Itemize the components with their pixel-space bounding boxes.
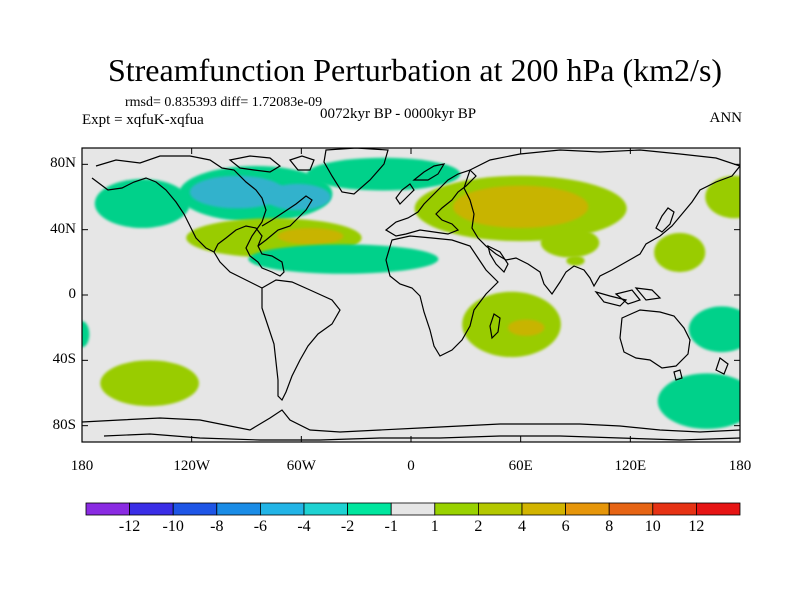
- anomaly-region-9: [453, 185, 589, 229]
- anomaly-region-19: [82, 321, 90, 348]
- y-tick-label-3: 40S: [52, 351, 76, 368]
- anomaly-regions: [82, 157, 740, 429]
- colorbar-swatch-1: [129, 502, 174, 516]
- y-tick-label-4: 80S: [52, 416, 76, 433]
- anomaly-region-11: [705, 175, 740, 219]
- colorbar-swatch-11: [565, 502, 610, 516]
- colorbar-label-3: -6: [253, 518, 268, 535]
- stats-label: rmsd= 0.835393 diff= 1.72083e-09: [125, 95, 323, 110]
- anomaly-region-14: [507, 319, 545, 336]
- anomaly-region-6: [277, 228, 344, 245]
- colorbar-label-11: 8: [605, 518, 614, 535]
- anomaly-region-17: [657, 373, 740, 429]
- anomaly-region-7: [248, 244, 439, 274]
- colorbar-label-13: 12: [688, 518, 705, 535]
- colorbar-label-12: 10: [644, 518, 661, 535]
- x-tick-label-1: 120W: [173, 458, 210, 474]
- anomaly-region-3: [189, 175, 285, 209]
- colorbar-swatch-13: [652, 502, 697, 516]
- x-tick-label-3: 0: [407, 458, 415, 474]
- map-ticks: [81, 148, 741, 442]
- anomaly-region-12: [654, 232, 706, 273]
- period-label: 0072kyr BP - 0000kyr BP: [320, 106, 477, 122]
- anomaly-region-0: [94, 179, 190, 229]
- colorbar-label-0: -12: [118, 518, 141, 535]
- colorbar-swatch-4: [259, 502, 305, 516]
- colorbar-swatch-5: [303, 502, 348, 516]
- colorbar-swatch-2: [172, 502, 218, 516]
- colorbar: [85, 502, 741, 516]
- colorbar-swatch-10: [521, 502, 566, 516]
- colorbar-label-6: -1: [384, 518, 398, 535]
- plot-title: Streamfunction Perturbation at 200 hPa (…: [107, 52, 723, 88]
- anomaly-region-10: [540, 228, 600, 258]
- colorbar-label-10: 6: [561, 518, 570, 535]
- colorbar-swatch-3: [216, 502, 261, 516]
- colorbar-label-2: -8: [210, 518, 224, 535]
- anomaly-region-15: [566, 255, 585, 266]
- x-tick-label-6: 180: [728, 458, 752, 474]
- colorbar-label-9: 4: [518, 518, 526, 535]
- colorbar-label-8: 2: [474, 518, 483, 535]
- colorbar-swatch-0: [85, 502, 130, 516]
- y-tick-label-2: 0: [68, 286, 77, 302]
- anomaly-region-4: [264, 183, 331, 211]
- x-tick-label-2: 60W: [286, 458, 316, 474]
- colorbar-label-5: -2: [340, 518, 355, 535]
- colorbar-label-1: -10: [162, 518, 184, 535]
- colorbar-label-4: -4: [297, 518, 311, 535]
- colorbar-swatch-7: [390, 502, 436, 516]
- colorbar-swatch-14: [696, 502, 741, 516]
- colorbar-swatch-8: [434, 502, 479, 516]
- x-tick-label-0: 180: [70, 458, 94, 474]
- y-tick-label-1: 40N: [50, 220, 76, 237]
- experiment-label: Expt = xqfuK-xqfua: [82, 112, 204, 128]
- y-tick-label-0: 80N: [50, 155, 76, 172]
- colorbar-swatch-12: [608, 502, 654, 516]
- season-label: ANN: [709, 110, 743, 126]
- colorbar-label-7: 1: [430, 518, 439, 535]
- anomaly-region-2: [306, 157, 461, 191]
- anomaly-region-16: [100, 360, 199, 407]
- x-tick-label-4: 60E: [508, 458, 533, 474]
- colorbar-swatch-6: [347, 502, 392, 516]
- colorbar-swatch-9: [477, 502, 523, 516]
- anomaly-region-18: [688, 306, 740, 353]
- x-tick-label-5: 120E: [614, 458, 647, 474]
